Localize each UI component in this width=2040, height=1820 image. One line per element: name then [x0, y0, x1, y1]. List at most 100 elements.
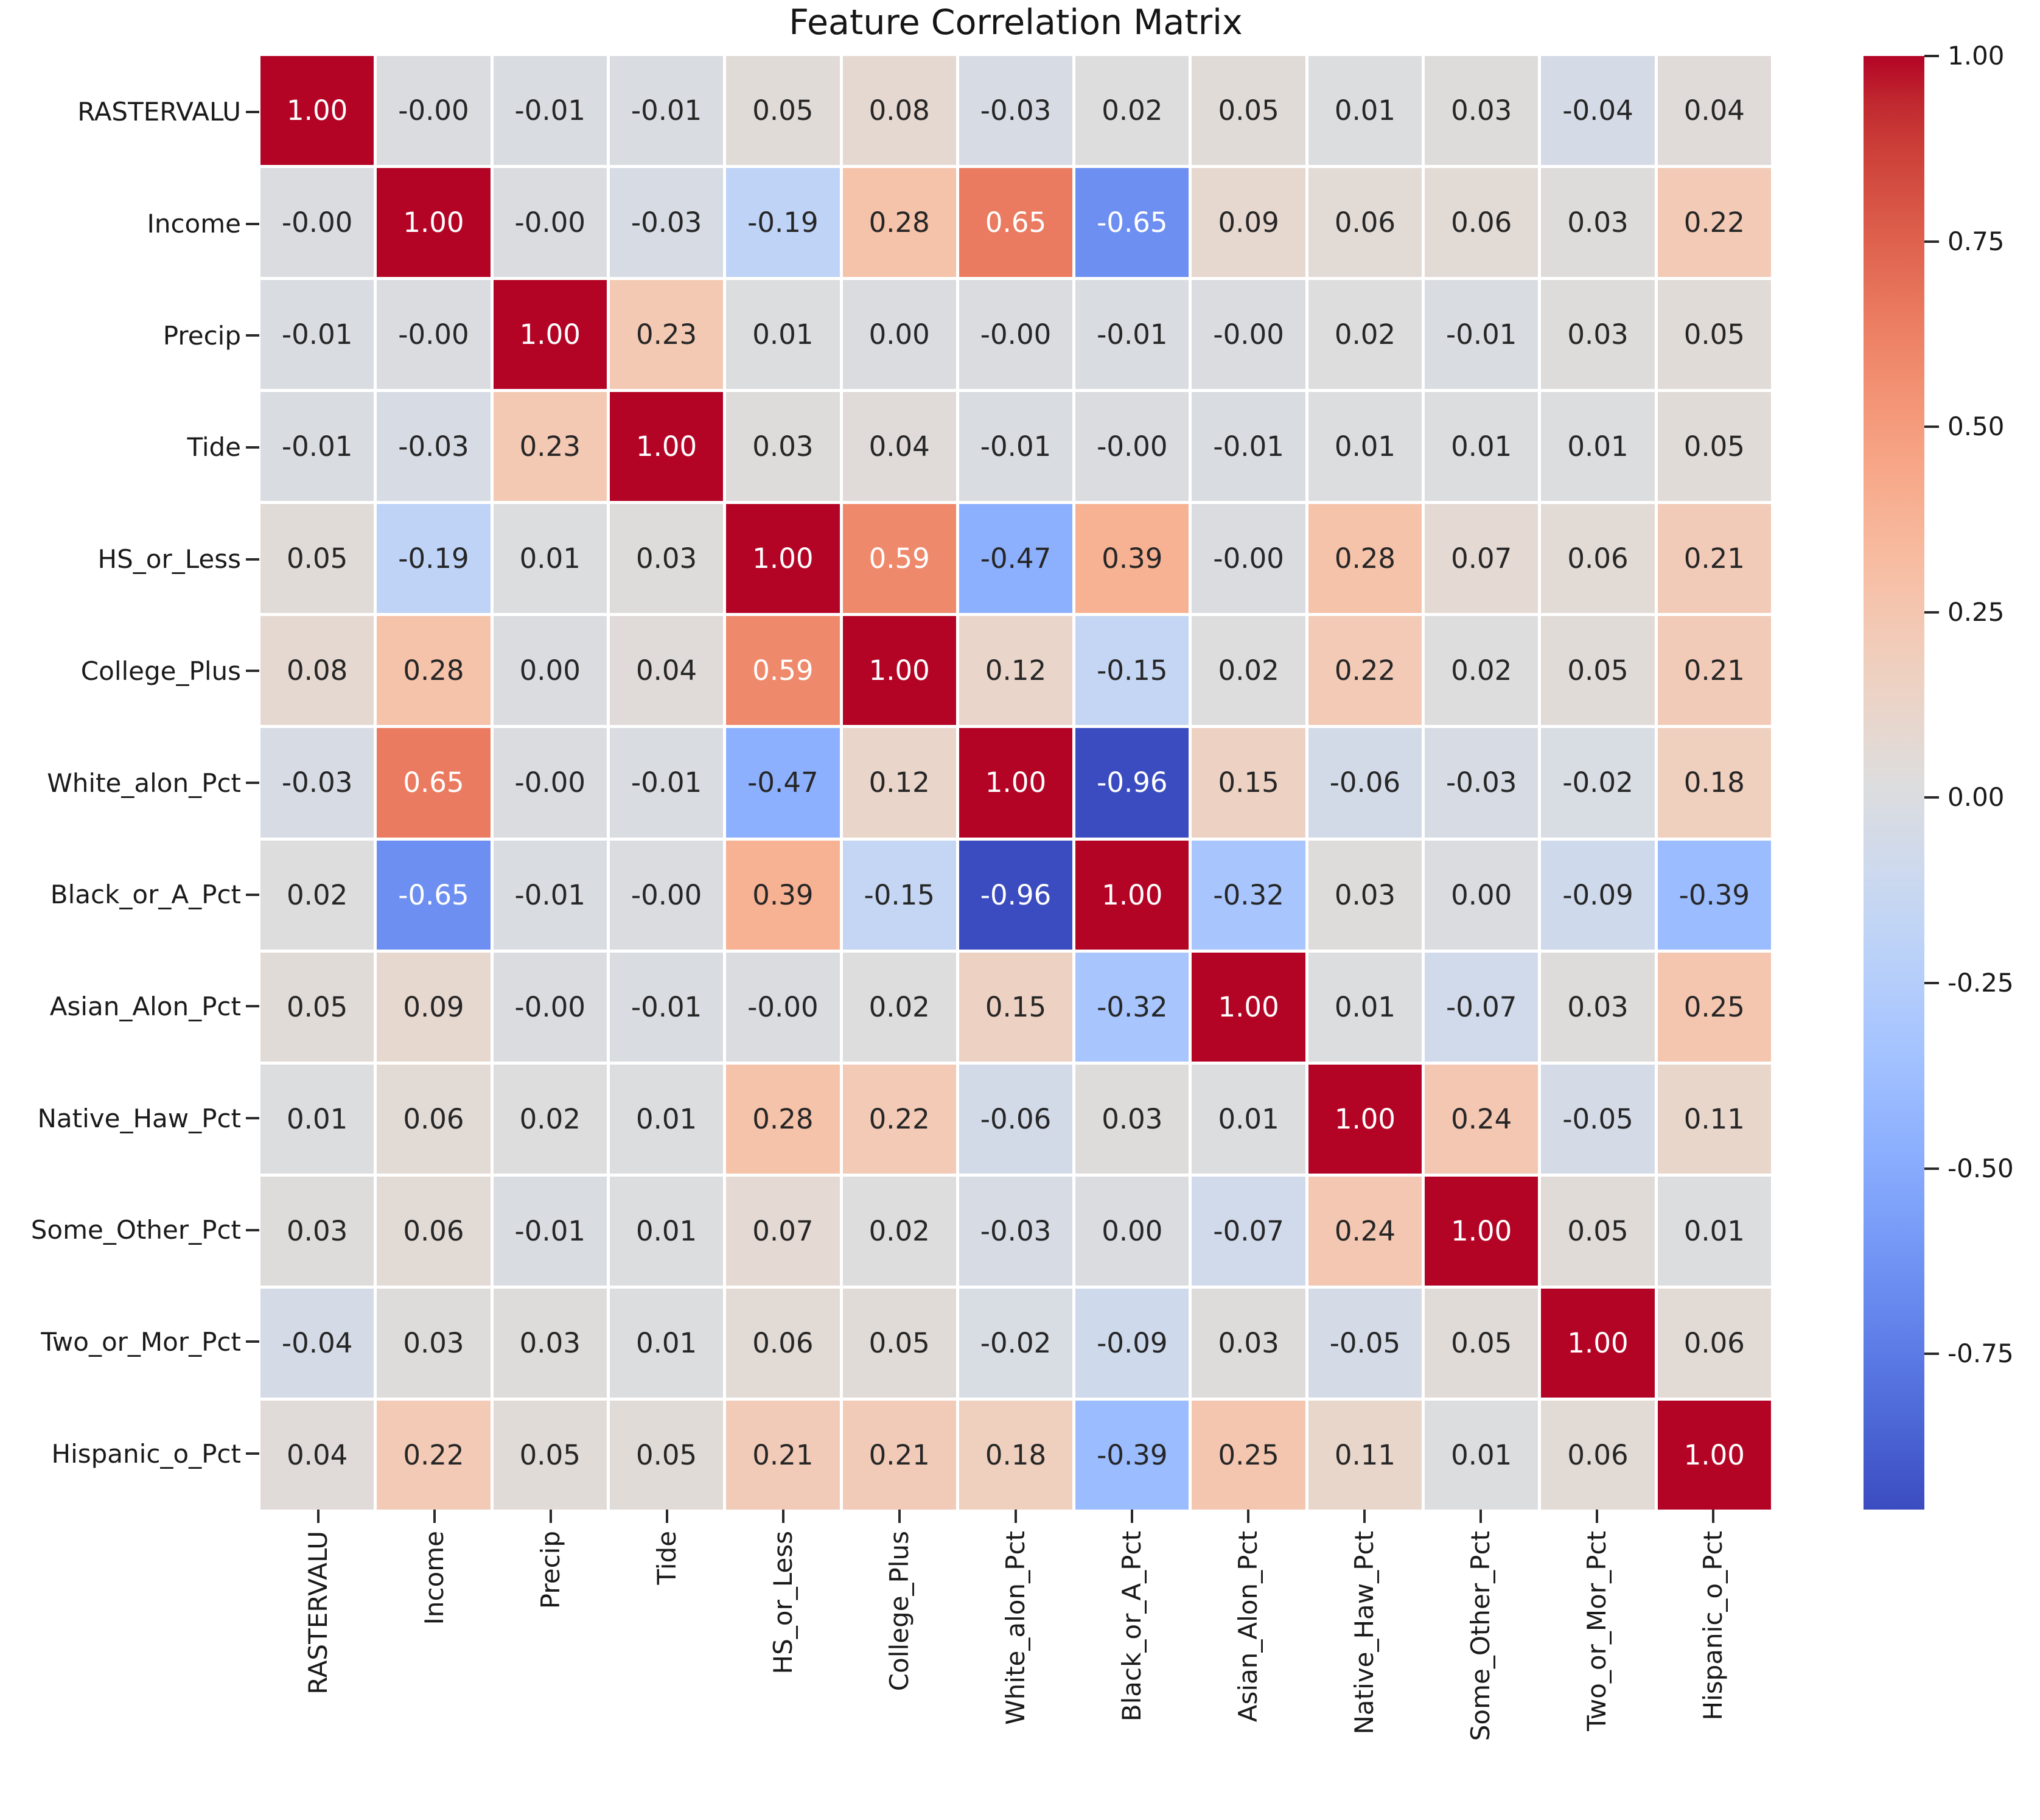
heatmap-cell: -0.09 — [1075, 1288, 1189, 1398]
heatmap-cell: -0.00 — [260, 168, 374, 278]
heatmap-cell: 0.05 — [1657, 392, 1771, 502]
heatmap-cell: 0.05 — [842, 1288, 956, 1398]
heatmap-cell: -0.04 — [1541, 56, 1655, 166]
heatmap-cell: 1.00 — [1192, 952, 1305, 1062]
y-axis-tick — [246, 446, 259, 449]
heatmap-cell: -0.02 — [959, 1288, 1073, 1398]
heatmap-cell: 0.15 — [1192, 728, 1305, 838]
colorbar-tick — [1924, 55, 1939, 57]
heatmap-cell: 0.11 — [1308, 1400, 1422, 1510]
heatmap-cell: 1.00 — [842, 616, 956, 726]
heatmap-cell: 0.07 — [1425, 504, 1539, 614]
heatmap-cell: -0.06 — [959, 1064, 1073, 1174]
heatmap-cell: -0.01 — [609, 56, 724, 166]
y-axis-tick — [246, 893, 259, 896]
heatmap-cell: 0.21 — [726, 1400, 840, 1510]
heatmap-cell: 0.03 — [260, 1176, 374, 1286]
x-axis-tick — [1130, 1510, 1133, 1523]
heatmap-cell: -0.01 — [609, 728, 724, 838]
heatmap-cell: 0.05 — [260, 952, 374, 1062]
heatmap-cell: -0.07 — [1425, 952, 1539, 1062]
heatmap-cell: -0.04 — [260, 1288, 374, 1398]
x-axis-tick — [1595, 1510, 1598, 1523]
heatmap-cell: 0.39 — [1075, 504, 1189, 614]
heatmap-cell: 0.06 — [1541, 504, 1655, 614]
heatmap-cell: 0.05 — [1541, 1176, 1655, 1286]
heatmap-cell: -0.01 — [1192, 392, 1305, 502]
heatmap-cell: 0.01 — [493, 504, 607, 614]
heatmap-cell: 0.03 — [1541, 168, 1655, 278]
heatmap-cell: 0.25 — [1657, 952, 1771, 1062]
heatmap-cell: 0.01 — [609, 1288, 724, 1398]
colorbar-tick — [1924, 425, 1939, 429]
colorbar-tick — [1924, 240, 1939, 243]
colorbar-tick-label: 0.50 — [1947, 411, 2005, 442]
y-tick-label: White_alon_Pct — [47, 768, 241, 798]
chart-title: Feature Correlation Matrix — [789, 2, 1243, 43]
x-tick-label: White_alon_Pct — [1001, 1531, 1030, 1725]
heatmap-cell: -0.07 — [1192, 1176, 1305, 1286]
heatmap-cell: 0.01 — [1308, 56, 1422, 166]
heatmap-cell: 0.28 — [1308, 504, 1422, 614]
x-tick-label: Two_or_Mor_Pct — [1581, 1531, 1612, 1731]
heatmap-cell: -0.03 — [260, 728, 374, 838]
heatmap-cell: 0.65 — [377, 728, 491, 838]
x-tick-label: Tide — [652, 1531, 682, 1585]
x-tick-label: Precip — [536, 1531, 566, 1609]
x-axis-tick — [1015, 1510, 1017, 1523]
heatmap-cell: -0.00 — [1075, 392, 1189, 502]
heatmap-cell: 0.04 — [260, 1400, 374, 1510]
heatmap-cell: -0.47 — [959, 504, 1073, 614]
y-axis-tick — [246, 1117, 259, 1120]
colorbar-tick-label: 0.00 — [1947, 782, 2005, 813]
x-axis-tick — [898, 1510, 901, 1523]
heatmap-cell: 0.18 — [1657, 728, 1771, 838]
heatmap-cell: 1.00 — [377, 168, 491, 278]
heatmap-cell: 0.24 — [1425, 1064, 1539, 1174]
heatmap-cell: -0.06 — [1308, 728, 1422, 838]
heatmap-cell: 0.07 — [726, 1176, 840, 1286]
heatmap-cell: 0.23 — [493, 392, 607, 502]
heatmap-cell: 0.01 — [1425, 1400, 1539, 1510]
x-tick-label: Income — [419, 1531, 450, 1625]
y-tick-label: College_Plus — [80, 656, 241, 686]
y-axis-tick — [246, 1005, 259, 1008]
heatmap-cell: 0.22 — [1657, 168, 1771, 278]
heatmap-cell: 0.24 — [1308, 1176, 1422, 1286]
colorbar-tick-label: -0.50 — [1947, 1153, 2014, 1183]
heatmap-cell: -0.65 — [1075, 168, 1189, 278]
heatmap-cell: 0.23 — [609, 280, 724, 390]
heatmap-cell: 0.03 — [726, 392, 840, 502]
heatmap-cell: 0.01 — [609, 1064, 724, 1174]
heatmap-cell: 0.04 — [842, 392, 956, 502]
heatmap-cell: -0.00 — [493, 728, 607, 838]
heatmap-cell: 0.06 — [377, 1176, 491, 1286]
heatmap-cell: 0.12 — [842, 728, 956, 838]
heatmap-cell: 0.09 — [1192, 168, 1305, 278]
heatmap-cell: 0.05 — [726, 56, 840, 166]
heatmap-cell: 0.09 — [377, 952, 491, 1062]
heatmap-cell: 0.03 — [1541, 952, 1655, 1062]
heatmap-cell: 0.06 — [1657, 1288, 1771, 1398]
y-axis-tick — [246, 110, 259, 113]
heatmap-cell: -0.01 — [1425, 280, 1539, 390]
heatmap-cell: -0.01 — [260, 280, 374, 390]
y-axis-tick — [246, 1452, 259, 1455]
heatmap-cell: 0.03 — [1541, 280, 1655, 390]
heatmap-cell: 0.08 — [260, 616, 374, 726]
heatmap-cell: -0.05 — [1541, 1064, 1655, 1174]
y-axis-tick — [246, 782, 259, 784]
heatmap-cell: -0.00 — [609, 840, 724, 950]
heatmap-cell: 0.21 — [1657, 504, 1771, 614]
heatmap-cell: 0.03 — [1425, 56, 1539, 166]
heatmap-cell: -0.15 — [1075, 616, 1189, 726]
heatmap-cell: 0.05 — [260, 504, 374, 614]
colorbar-tick-label: 1.00 — [1947, 41, 2005, 71]
x-axis-tick — [1246, 1510, 1249, 1523]
heatmap-cell: -0.19 — [377, 504, 491, 614]
x-axis-tick — [1479, 1510, 1482, 1523]
heatmap-cell: 1.00 — [1425, 1176, 1539, 1286]
heatmap-cell: 0.65 — [959, 168, 1073, 278]
heatmap-cell: -0.01 — [959, 392, 1073, 502]
